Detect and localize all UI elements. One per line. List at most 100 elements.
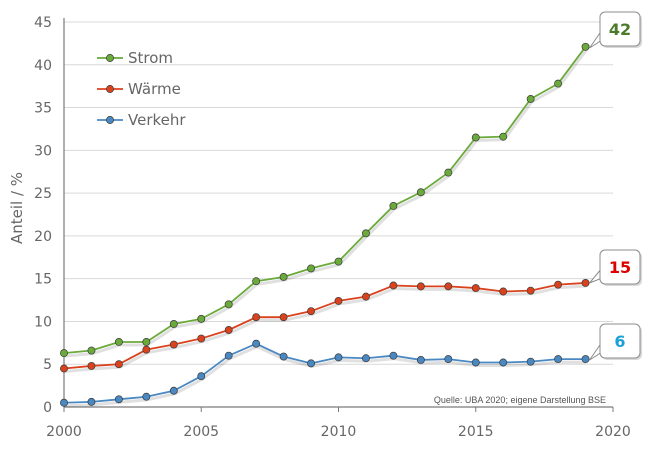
data-point (362, 354, 370, 363)
data-point (554, 280, 563, 289)
data-point (471, 358, 480, 367)
data-point (252, 277, 261, 286)
data-point (526, 286, 535, 295)
series-wärme (60, 278, 590, 373)
x-tick-label: 2020 (595, 424, 631, 440)
legend: Strom Wärme Verkehr (97, 49, 186, 129)
data-point (279, 352, 288, 361)
data-point (114, 338, 123, 346)
source-note: Quelle: UBA 2020; eigene Darstellung BSE (434, 395, 606, 405)
y-tick-label: 0 (43, 400, 52, 416)
legend-label: Wärme (128, 80, 181, 98)
data-point (142, 338, 151, 346)
x-tick-label: 2005 (183, 424, 219, 440)
data-point (197, 334, 206, 343)
data-point (499, 358, 508, 367)
data-point (307, 307, 315, 316)
data-point (416, 282, 425, 291)
callout-value: 6 (614, 332, 625, 351)
data-point (334, 353, 343, 362)
data-point (554, 355, 563, 364)
data-point (362, 229, 370, 238)
data-point (224, 351, 233, 360)
callout-value: 15 (609, 258, 631, 277)
data-point (499, 132, 508, 141)
data-point (114, 360, 123, 369)
y-tick-label: 15 (34, 272, 52, 288)
y-tick-label: 30 (34, 143, 52, 159)
data-point (169, 340, 178, 349)
callout-box (599, 11, 641, 47)
data-point (87, 361, 96, 370)
data-point (444, 355, 453, 364)
series-line (63, 282, 586, 370)
data-point (444, 168, 453, 177)
data-point (334, 296, 343, 305)
y-tick-label: 10 (34, 314, 52, 330)
callout-value: 42 (609, 20, 631, 39)
data-point (60, 364, 68, 373)
legend-swatch-marker (106, 116, 114, 124)
data-point (389, 281, 398, 290)
legend-label: Verkehr (128, 111, 186, 129)
data-point (252, 313, 261, 322)
callout-box (599, 249, 641, 285)
y-tick-label: 35 (34, 101, 52, 117)
y-axis-title: Anteil / % (8, 172, 26, 244)
callout-verkehr: 6 (589, 323, 642, 361)
y-gridlines (64, 21, 613, 365)
y-tick-label: 45 (34, 15, 52, 31)
data-point (279, 313, 288, 322)
data-point (416, 355, 425, 364)
data-point (197, 314, 206, 323)
data-point (581, 42, 590, 51)
data-point (169, 386, 178, 395)
data-point (169, 320, 178, 328)
data-point (279, 273, 288, 281)
data-point (307, 264, 315, 273)
data-point (581, 355, 590, 364)
data-point (60, 398, 68, 407)
legend-item-verkehr: Verkehr (97, 111, 186, 129)
data-point (554, 79, 563, 88)
x-tick-label: 2010 (321, 424, 357, 440)
legend-swatch-marker (106, 85, 114, 93)
series-line (63, 46, 587, 354)
data-point (471, 284, 480, 293)
data-point (142, 345, 151, 354)
y-tick-label: 20 (34, 229, 52, 245)
series-line (63, 342, 586, 404)
callout-wärme: 15 (589, 249, 642, 286)
y-tick-label: 25 (34, 186, 52, 202)
callout-strom: 42 (589, 11, 642, 49)
legend-label: Strom (128, 49, 173, 67)
y-tick-labels: 0 5 10 15 20 25 30 35 40 45 (34, 15, 52, 416)
data-point (581, 278, 590, 287)
data-point (114, 395, 123, 404)
data-point (224, 326, 233, 334)
y-tick-label: 40 (34, 58, 52, 74)
data-point (471, 133, 480, 142)
data-point (499, 287, 508, 296)
data-point (389, 351, 398, 360)
series-strom (60, 42, 590, 358)
legend-item-wärme: Wärme (97, 80, 181, 98)
data-point (142, 392, 151, 401)
data-point (60, 349, 68, 358)
data-point (334, 257, 343, 266)
series-line-shadow (64, 284, 587, 373)
data-point (526, 95, 535, 103)
data-point (307, 359, 315, 368)
y-tick-label: 5 (43, 357, 52, 373)
data-point (87, 397, 96, 406)
data-point (87, 346, 96, 355)
data-point (224, 300, 233, 309)
end-value-callouts: 42 15 6 (589, 11, 642, 361)
data-point (389, 201, 398, 210)
x-tick-label: 2015 (458, 424, 494, 440)
data-point (444, 282, 453, 291)
x-tick-label: 2000 (46, 424, 82, 440)
series-verkehr (60, 339, 590, 408)
data-point (416, 188, 425, 197)
